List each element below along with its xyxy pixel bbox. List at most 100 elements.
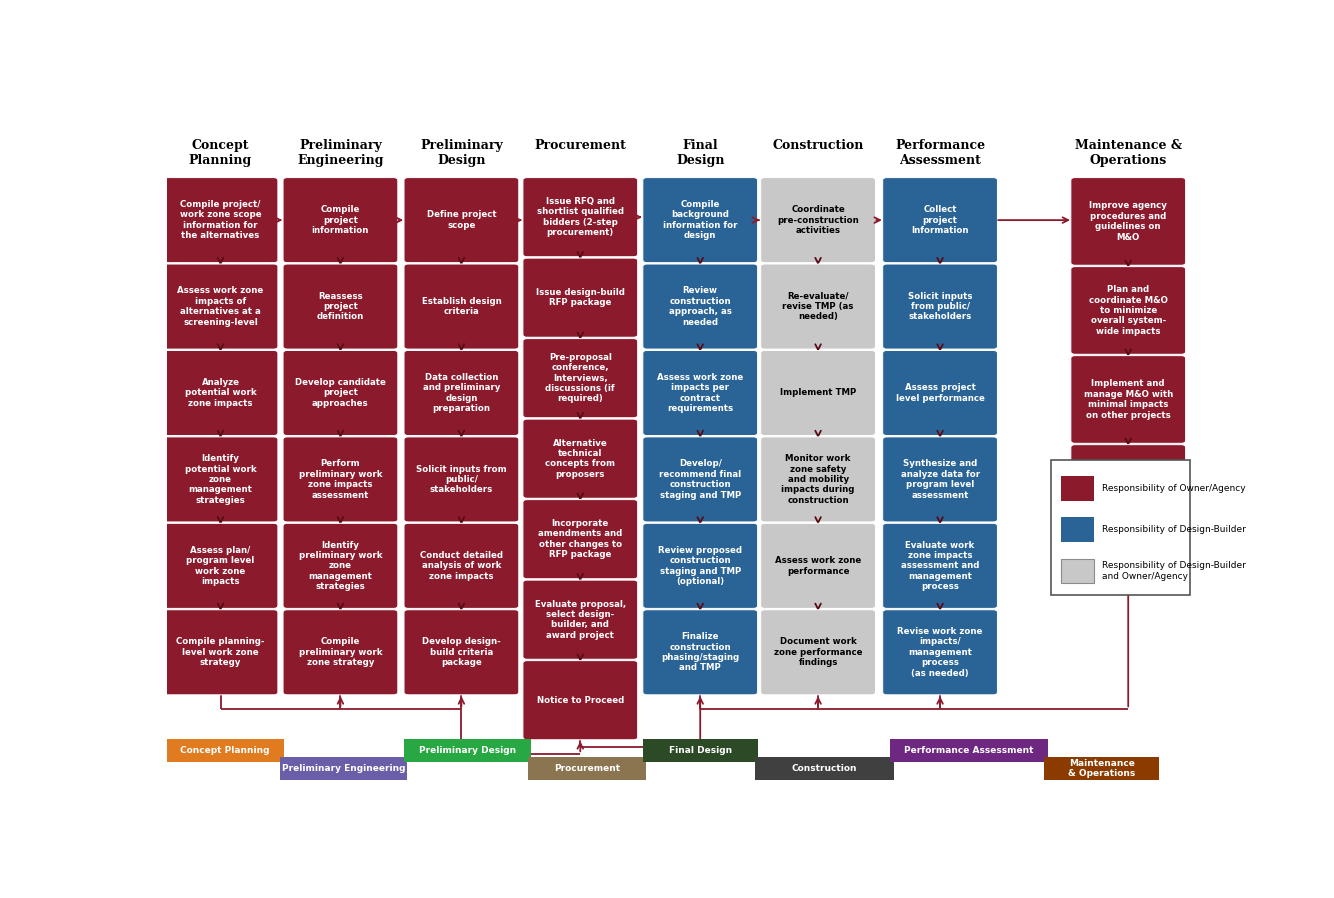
Text: Compile planning-
level work zone
strategy: Compile planning- level work zone strate… [176,638,264,667]
FancyBboxPatch shape [1061,517,1094,542]
FancyBboxPatch shape [643,610,758,695]
FancyBboxPatch shape [883,610,998,695]
FancyBboxPatch shape [760,350,875,436]
Text: Incorporate
amendments and
other changes to
RFP package: Incorporate amendments and other changes… [538,519,623,559]
FancyBboxPatch shape [891,739,1047,762]
FancyBboxPatch shape [883,264,998,349]
FancyBboxPatch shape [755,757,894,780]
Text: Preliminary
Engineering: Preliminary Engineering [297,139,384,167]
FancyBboxPatch shape [883,350,998,436]
FancyBboxPatch shape [527,757,647,780]
Text: Review proposed
construction
staging and TMP
(optional): Review proposed construction staging and… [658,546,742,586]
FancyBboxPatch shape [280,757,407,780]
Text: Maintenance &
Operations: Maintenance & Operations [1075,139,1182,167]
Text: Notice to Proceed: Notice to Proceed [536,696,624,705]
Text: Review
construction
approach, as
needed: Review construction approach, as needed [668,286,731,327]
FancyBboxPatch shape [1071,445,1186,533]
FancyBboxPatch shape [163,437,277,522]
Text: Compile
project
information: Compile project information [312,206,370,235]
FancyBboxPatch shape [163,178,277,262]
FancyBboxPatch shape [643,437,758,522]
FancyBboxPatch shape [283,610,398,695]
FancyBboxPatch shape [760,610,875,695]
Text: Improve agency
procedures and
guidelines on
M&O: Improve agency procedures and guidelines… [1090,201,1167,242]
FancyBboxPatch shape [523,580,638,659]
FancyBboxPatch shape [404,437,519,522]
FancyBboxPatch shape [760,524,875,608]
FancyBboxPatch shape [643,178,758,262]
FancyBboxPatch shape [283,264,398,349]
Text: Re-evaluate/
revise TMP (as
needed): Re-evaluate/ revise TMP (as needed) [782,292,854,321]
Text: Assess work zone
impacts per
contract
requirements: Assess work zone impacts per contract re… [658,373,743,413]
FancyBboxPatch shape [283,437,398,522]
Text: Revise strategies
to  minimize
disruption on
future M&O: Revise strategies to minimize disruption… [1086,469,1171,508]
FancyBboxPatch shape [1061,559,1094,584]
FancyBboxPatch shape [523,339,638,418]
Text: Finalize
construction
phasing/staging
and TMP: Finalize construction phasing/staging an… [662,632,739,673]
Text: Preliminary
Design: Preliminary Design [420,139,503,167]
FancyBboxPatch shape [1071,267,1186,355]
Text: Responsibility of Design-Builder
and Owner/Agency: Responsibility of Design-Builder and Own… [1102,561,1246,581]
FancyBboxPatch shape [283,350,398,436]
Text: Alternative
technical
concepts from
proposers: Alternative technical concepts from prop… [546,438,615,479]
Text: Construction: Construction [791,764,856,773]
FancyBboxPatch shape [523,419,638,498]
FancyBboxPatch shape [163,610,277,695]
Text: Plan and
coordinate M&O
to minimize
overall system-
wide impacts: Plan and coordinate M&O to minimize over… [1089,286,1167,336]
Text: Compile
background
information for
design: Compile background information for desig… [663,200,738,241]
FancyBboxPatch shape [404,350,519,436]
Text: Compile project/
work zone scope
information for
the alternatives: Compile project/ work zone scope informa… [180,200,261,241]
FancyBboxPatch shape [643,264,758,349]
FancyBboxPatch shape [760,264,875,349]
Text: Performance
Assessment: Performance Assessment [895,139,984,167]
Text: Collect
project
Information: Collect project Information [911,206,968,235]
Text: Define project
scope: Define project scope [427,210,496,230]
FancyBboxPatch shape [643,524,758,608]
Text: Implement and
manage M&O with
minimal impacts
on other projects: Implement and manage M&O with minimal im… [1083,379,1173,419]
Text: Document work
zone performance
findings: Document work zone performance findings [774,638,862,667]
Text: Assess plan/
program level
work zone
impacts: Assess plan/ program level work zone imp… [187,546,255,586]
Text: Issue RFQ and
shortlist qualified
bidders (2-step
procurement): Issue RFQ and shortlist qualified bidder… [536,197,624,237]
Text: Identify
potential work
zone
management
strategies: Identify potential work zone management … [184,454,256,505]
FancyBboxPatch shape [167,739,284,762]
FancyBboxPatch shape [404,264,519,349]
Text: Procurement: Procurement [535,139,626,152]
FancyBboxPatch shape [163,350,277,436]
FancyBboxPatch shape [643,739,758,762]
Text: Performance Assessment: Performance Assessment [904,746,1034,755]
Text: Responsibility of Design-Builder: Responsibility of Design-Builder [1102,525,1246,534]
Text: Assess project
level performance: Assess project level performance [895,383,984,402]
FancyBboxPatch shape [1061,476,1094,500]
FancyBboxPatch shape [523,178,638,257]
Text: Implement TMP: Implement TMP [780,389,856,398]
Text: Assess work zone
performance: Assess work zone performance [775,556,862,576]
FancyBboxPatch shape [283,524,398,608]
FancyBboxPatch shape [883,437,998,522]
Text: Solicit inputs
from public/
stakeholders: Solicit inputs from public/ stakeholders [908,292,972,321]
Text: Final Design: Final Design [670,746,732,755]
Text: Solicit inputs from
public/
stakeholders: Solicit inputs from public/ stakeholders [416,464,507,494]
FancyBboxPatch shape [283,178,398,262]
Text: Assess work zone
impacts of
alternatives at a
screening-level: Assess work zone impacts of alternatives… [177,286,264,327]
Text: Compile
preliminary work
zone strategy: Compile preliminary work zone strategy [299,638,383,667]
Text: Identify
preliminary work
zone
management
strategies: Identify preliminary work zone managemen… [299,541,383,591]
FancyBboxPatch shape [403,739,531,762]
Text: Coordinate
pre-construction
activities: Coordinate pre-construction activities [778,206,859,235]
Text: Evaluate work
zone impacts
assessment and
management
process: Evaluate work zone impacts assessment an… [900,541,979,591]
FancyBboxPatch shape [883,178,998,262]
Text: Monitor work
zone safety
and mobility
impacts during
construction: Monitor work zone safety and mobility im… [782,454,855,505]
FancyBboxPatch shape [760,178,875,262]
Text: Final
Design: Final Design [676,139,724,167]
Text: Responsibility of Owner/Agency: Responsibility of Owner/Agency [1102,483,1246,493]
FancyBboxPatch shape [1071,356,1186,444]
Text: Develop design-
build criteria
package: Develop design- build criteria package [422,638,500,667]
FancyBboxPatch shape [523,499,638,578]
Text: Construction: Construction [772,139,863,152]
Text: Perform
preliminary work
zone impacts
assessment: Perform preliminary work zone impacts as… [299,459,383,499]
FancyBboxPatch shape [404,178,519,262]
FancyBboxPatch shape [404,524,519,608]
Text: Procurement: Procurement [554,764,620,773]
FancyBboxPatch shape [523,258,638,338]
Text: Preliminary Design: Preliminary Design [419,746,516,755]
Text: Develop/
recommend final
construction
staging and TMP: Develop/ recommend final construction st… [659,459,742,499]
